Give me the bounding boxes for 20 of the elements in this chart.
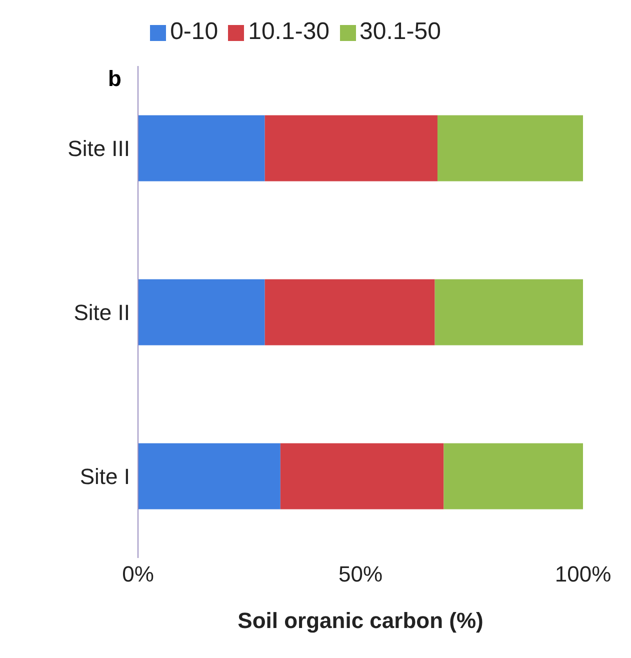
x-axis-title: Soil organic carbon (%) (238, 608, 484, 633)
text: b (108, 66, 122, 92)
x-tick-label: 50% (338, 562, 383, 587)
y-tick-label: Site II (74, 300, 130, 325)
bar (280, 443, 444, 510)
bar (138, 115, 265, 182)
x-tick-label: 0% (122, 562, 154, 587)
x-tick-label: 100% (554, 562, 612, 587)
legend-label: 0-10 (170, 18, 218, 45)
bar (138, 279, 265, 346)
legend-label: 10.1-30 (248, 18, 330, 45)
bar (437, 115, 583, 182)
legend-label: 30.1-50 (360, 18, 441, 45)
bar (434, 279, 583, 346)
bar (444, 443, 583, 510)
bar (138, 443, 280, 510)
bar (264, 115, 438, 182)
y-tick-label: Site I (80, 464, 130, 489)
y-tick-label: Site III (68, 136, 130, 161)
bar (264, 279, 435, 346)
